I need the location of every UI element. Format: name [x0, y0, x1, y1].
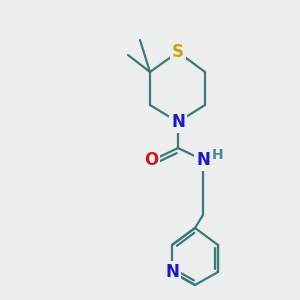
- Text: N: N: [165, 263, 179, 281]
- Text: H: H: [212, 148, 224, 162]
- Text: N: N: [171, 113, 185, 131]
- Text: O: O: [144, 151, 158, 169]
- Text: N: N: [196, 151, 210, 169]
- Text: S: S: [172, 43, 184, 61]
